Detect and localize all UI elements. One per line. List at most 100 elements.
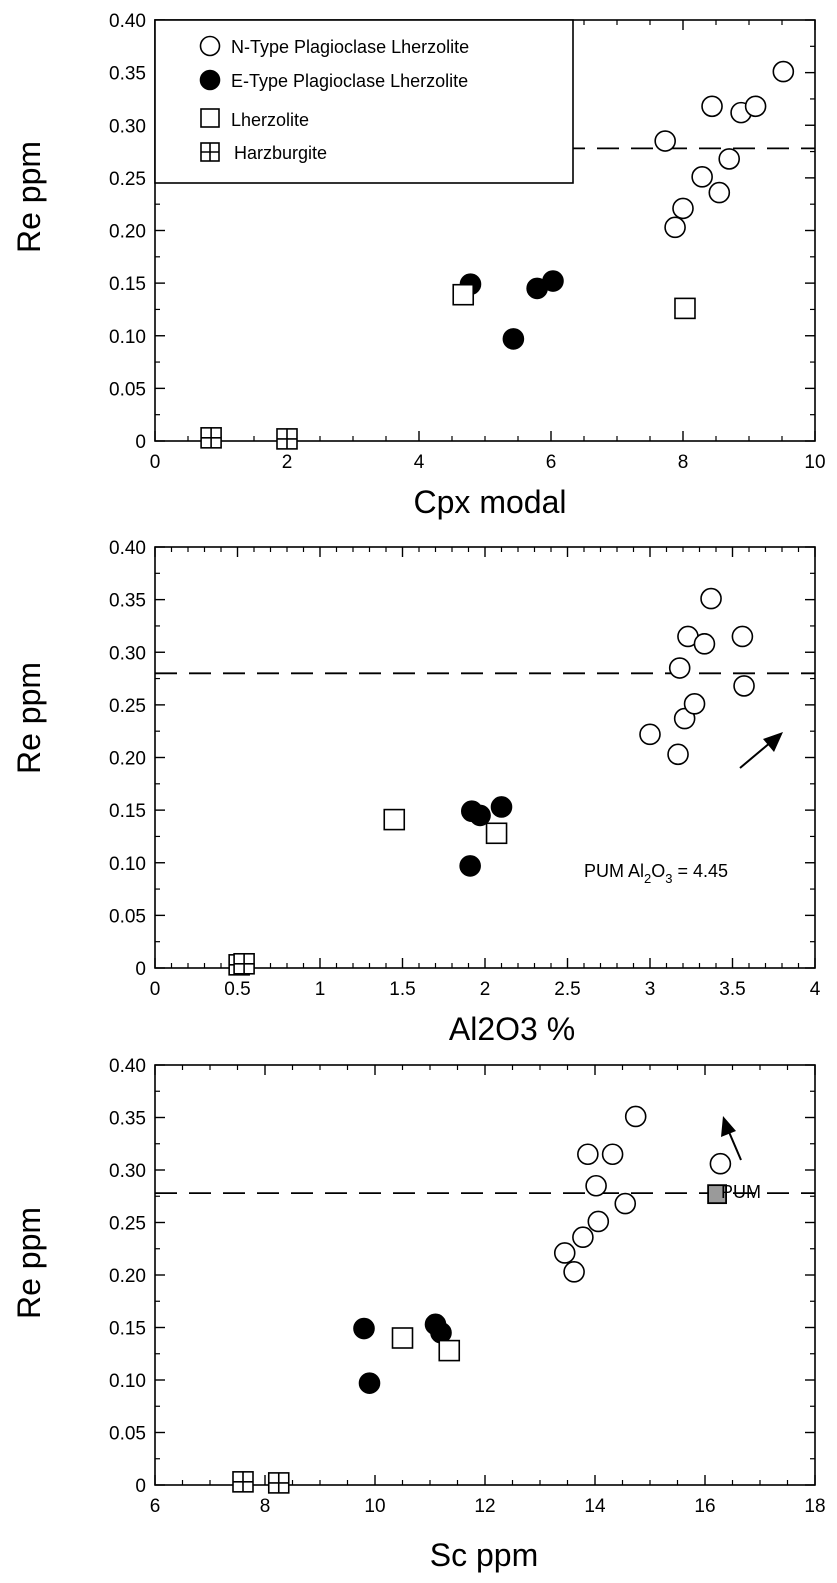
y-tick-label: 0.40 <box>109 538 146 559</box>
point-open-circle <box>668 657 691 679</box>
crossed-square-icon <box>200 142 220 162</box>
arrow-head-icon <box>721 1116 736 1137</box>
point-crossed-square <box>233 952 255 975</box>
point-open-circle <box>601 1143 624 1166</box>
y-tick-label: 0.35 <box>109 64 146 85</box>
x-tick-label: 4 <box>414 452 425 473</box>
point-open-circle <box>572 1226 594 1248</box>
x-tick-label: 6 <box>150 1496 161 1517</box>
x-axis-title: Cpx modal <box>414 484 567 520</box>
legend-label: Lherzolite <box>231 110 309 130</box>
point-filled-circle <box>542 270 564 292</box>
point-open-circle <box>708 181 731 204</box>
y-tick-label: 0.30 <box>109 643 146 664</box>
legend-label: N-Type Plagioclase Lherzolite <box>231 37 469 57</box>
y-tick-label: 0.05 <box>109 1424 146 1445</box>
pum-annotation: PUM <box>721 1116 761 1202</box>
x-tick-label: 2 <box>282 452 293 473</box>
y-tick-label: 0.20 <box>109 749 146 770</box>
point-open-circle <box>563 1261 585 1283</box>
y-tick-label: 0.30 <box>109 1161 146 1182</box>
point-open-circle <box>667 743 689 766</box>
point-open-circle <box>587 1210 610 1233</box>
point-open-circle <box>701 95 723 118</box>
open-circle-icon <box>199 35 221 57</box>
point-open-circle <box>614 1192 637 1215</box>
point-filled-circle <box>502 328 525 350</box>
point-open-circle <box>553 1242 576 1264</box>
y-tick-label: 0.15 <box>109 274 146 295</box>
y-tick-label: 0.20 <box>109 222 146 243</box>
point-filled-circle <box>430 1321 452 1344</box>
arrow-shaft <box>739 741 772 769</box>
x-tick-label: 4 <box>810 979 821 1000</box>
y-tick-label: 0.20 <box>109 1266 146 1287</box>
point-open-square <box>674 297 696 320</box>
point-crossed-square <box>276 428 298 450</box>
x-tick-label: 0 <box>150 979 161 1000</box>
x-tick-label: 12 <box>474 1496 495 1517</box>
x-tick-label: 18 <box>804 1496 825 1517</box>
y-tick-label: 0.35 <box>109 1109 146 1130</box>
x-tick-label: 0 <box>150 452 161 473</box>
y-tick-label: 0.05 <box>109 379 146 400</box>
y-tick-label: 0 <box>135 432 146 453</box>
point-open-circle <box>664 216 686 239</box>
point-open-circle <box>744 95 767 118</box>
y-tick-label: 0.10 <box>109 1371 146 1392</box>
point-filled-circle <box>358 1372 381 1394</box>
x-tick-label: 10 <box>364 1496 385 1517</box>
legend-entry: Lherzolite <box>200 108 309 130</box>
point-open-circle <box>700 587 722 610</box>
point-open-circle <box>772 60 795 83</box>
point-filled-circle <box>469 804 491 827</box>
x-tick-label: 10 <box>804 452 825 473</box>
x-tick-label: 14 <box>584 1496 606 1517</box>
x-tick-label: 1 <box>315 979 326 1000</box>
point-crossed-square <box>200 427 222 449</box>
y-axis-title: Re ppm <box>11 141 47 253</box>
point-open-circle <box>718 148 741 170</box>
point-open-circle <box>693 633 716 655</box>
x-tick-label: 1.5 <box>389 979 415 1000</box>
point-open-circle <box>731 625 754 648</box>
y-tick-label: 0.15 <box>109 1319 146 1340</box>
y-axis-title: Re ppm <box>11 662 47 774</box>
panel-cpx-modal: 0 0.05 0.10 0.15 0.20 0.25 0.30 0.35 0.40 0 2 4 6 8 1… <box>11 11 826 520</box>
x-tick-label: 8 <box>678 452 689 473</box>
panel-al2o3: 0 0.05 0.10 0.15 0.20 0.25 0.30 0.35 0.40 0 0.5 1 1… <box>11 538 821 1047</box>
x-tick-label: 6 <box>546 452 557 473</box>
x-tick-label: 0.5 <box>224 979 250 1000</box>
y-tick-label: 0 <box>135 959 146 980</box>
point-open-circle <box>691 166 713 188</box>
y-tick-label: 0.25 <box>109 169 146 190</box>
point-crossed-square <box>267 1472 290 1494</box>
point-open-square <box>383 808 406 831</box>
point-open-circle <box>672 197 694 220</box>
y-tick-label: 0.10 <box>109 327 146 348</box>
point-crossed-square <box>232 1471 254 1493</box>
legend-entry: Harzburgite <box>200 142 327 163</box>
point-open-circle <box>683 693 706 715</box>
point-open-circle <box>733 675 755 697</box>
x-tick-label: 2.5 <box>554 979 580 1000</box>
point-open-square <box>438 1339 461 1362</box>
point-open-circle <box>577 1143 599 1166</box>
x-tick-label: 8 <box>260 1496 271 1517</box>
legend-entry: E-Type Plagioclase Lherzolite <box>199 69 468 91</box>
arrow-head-icon <box>763 732 783 752</box>
y-tick-label: 0.40 <box>109 11 146 32</box>
x-axis-title: Al2O3 % <box>449 1011 575 1047</box>
point-open-square <box>452 283 475 306</box>
point-filled-circle <box>459 855 481 877</box>
point-filled-circle <box>490 796 513 818</box>
legend-entry: N-Type Plagioclase Lherzolite <box>199 35 469 57</box>
point-open-circle <box>639 723 661 746</box>
open-square-icon <box>200 108 220 128</box>
legend: N-Type Plagioclase Lherzolite E-Type Pla… <box>154 19 574 184</box>
x-tick-label: 2 <box>480 979 491 1000</box>
arrow-shaft <box>728 1131 742 1161</box>
x-tick-label: 3 <box>645 979 656 1000</box>
pum-label: PUM <box>721 1182 761 1202</box>
